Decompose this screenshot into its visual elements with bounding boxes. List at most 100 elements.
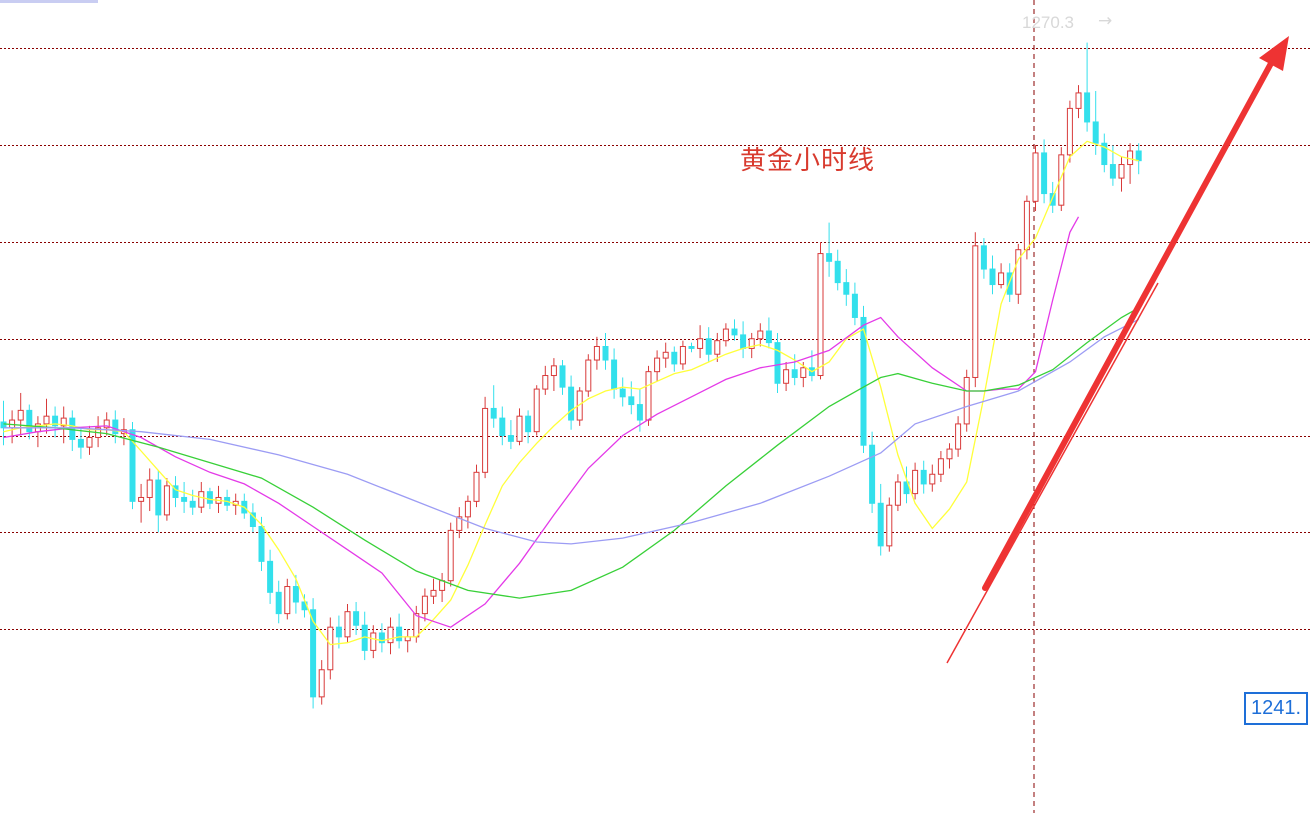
candle	[628, 381, 635, 415]
candle-body	[1101, 142, 1108, 166]
candle	[1075, 85, 1082, 119]
candle-body	[912, 469, 919, 495]
candle	[284, 578, 291, 620]
candle	[353, 602, 360, 635]
candle-body	[791, 369, 798, 378]
candle	[1118, 156, 1125, 192]
moving-average-line	[3, 216, 1080, 628]
candle	[593, 336, 600, 370]
candle-body	[430, 589, 437, 597]
candle-body	[69, 417, 76, 440]
candle-body	[499, 417, 506, 437]
candle-body	[249, 512, 256, 528]
candle	[602, 332, 609, 370]
candle-body	[1084, 92, 1091, 123]
candle	[163, 478, 170, 521]
candle-body	[60, 417, 67, 427]
candle	[619, 377, 626, 407]
candle-body	[1092, 121, 1099, 144]
candle-body	[679, 345, 686, 365]
candle-body	[585, 359, 592, 392]
candle-body	[550, 365, 557, 377]
candle	[1135, 143, 1142, 175]
candle	[9, 410, 16, 444]
candle-body	[628, 396, 635, 406]
candle	[224, 489, 231, 512]
candle-body	[722, 328, 729, 342]
candle	[851, 282, 858, 326]
candle	[972, 232, 979, 388]
candle	[172, 476, 179, 508]
candle	[447, 522, 454, 587]
candle-body	[972, 245, 979, 378]
candle	[249, 503, 256, 533]
candle	[877, 483, 884, 556]
candle-body	[636, 404, 643, 421]
candle	[275, 580, 282, 624]
candle-body	[765, 330, 772, 344]
candle-body	[800, 367, 807, 378]
candle	[112, 410, 119, 444]
candle	[95, 416, 102, 448]
candle	[181, 481, 188, 513]
candle	[542, 365, 549, 395]
candle-body	[43, 415, 50, 425]
candle	[748, 332, 755, 359]
candle-body	[0, 421, 7, 429]
candle	[17, 392, 24, 436]
candle	[473, 464, 480, 508]
annotation-layer	[946, 36, 1289, 664]
candle	[697, 325, 704, 359]
candle	[525, 410, 532, 444]
candle	[1015, 243, 1022, 304]
candle-body	[413, 613, 420, 638]
candle-body	[533, 388, 540, 433]
candle-body	[748, 338, 755, 349]
candle-body	[817, 253, 824, 377]
candle	[765, 317, 772, 349]
candle-body	[1032, 152, 1039, 202]
candle	[103, 412, 110, 436]
candle	[912, 462, 919, 500]
candle	[52, 406, 59, 438]
candle-body	[155, 479, 162, 516]
candle-body	[482, 407, 489, 473]
high-price-arrow-icon: →	[1098, 11, 1113, 31]
candle-body	[396, 626, 403, 642]
candle-body	[929, 473, 936, 485]
candle	[370, 625, 377, 659]
candle-body	[112, 419, 119, 435]
candle	[963, 369, 970, 432]
candle-body	[267, 560, 274, 593]
candle	[886, 497, 893, 552]
current-price-label[interactable]: 1241.	[1244, 692, 1309, 725]
candle-body	[378, 632, 385, 644]
candle	[550, 358, 557, 392]
candle-body	[103, 419, 110, 429]
candle-body	[869, 444, 876, 504]
candle-body	[886, 504, 893, 547]
candle-body	[783, 369, 790, 384]
candle	[138, 483, 145, 523]
candle-body	[138, 496, 145, 502]
candle-body	[1006, 272, 1013, 295]
candle-body	[284, 586, 291, 615]
candle	[937, 451, 944, 482]
candle-body	[525, 415, 532, 433]
candle	[430, 578, 437, 604]
candle-body	[757, 330, 764, 340]
candle	[662, 342, 669, 368]
trend-arrow-shaft	[982, 53, 1278, 591]
candle	[189, 489, 196, 515]
candle	[1101, 133, 1108, 173]
candle-body	[774, 342, 781, 384]
candle-body	[998, 272, 1005, 286]
candle	[267, 549, 274, 604]
moving-average-line	[3, 140, 1139, 646]
candle-body	[662, 351, 669, 359]
candle-body	[860, 316, 867, 446]
candle	[834, 249, 841, 291]
candle	[998, 263, 1005, 289]
moving-average-line	[3, 307, 1140, 599]
candle-body	[654, 357, 661, 373]
